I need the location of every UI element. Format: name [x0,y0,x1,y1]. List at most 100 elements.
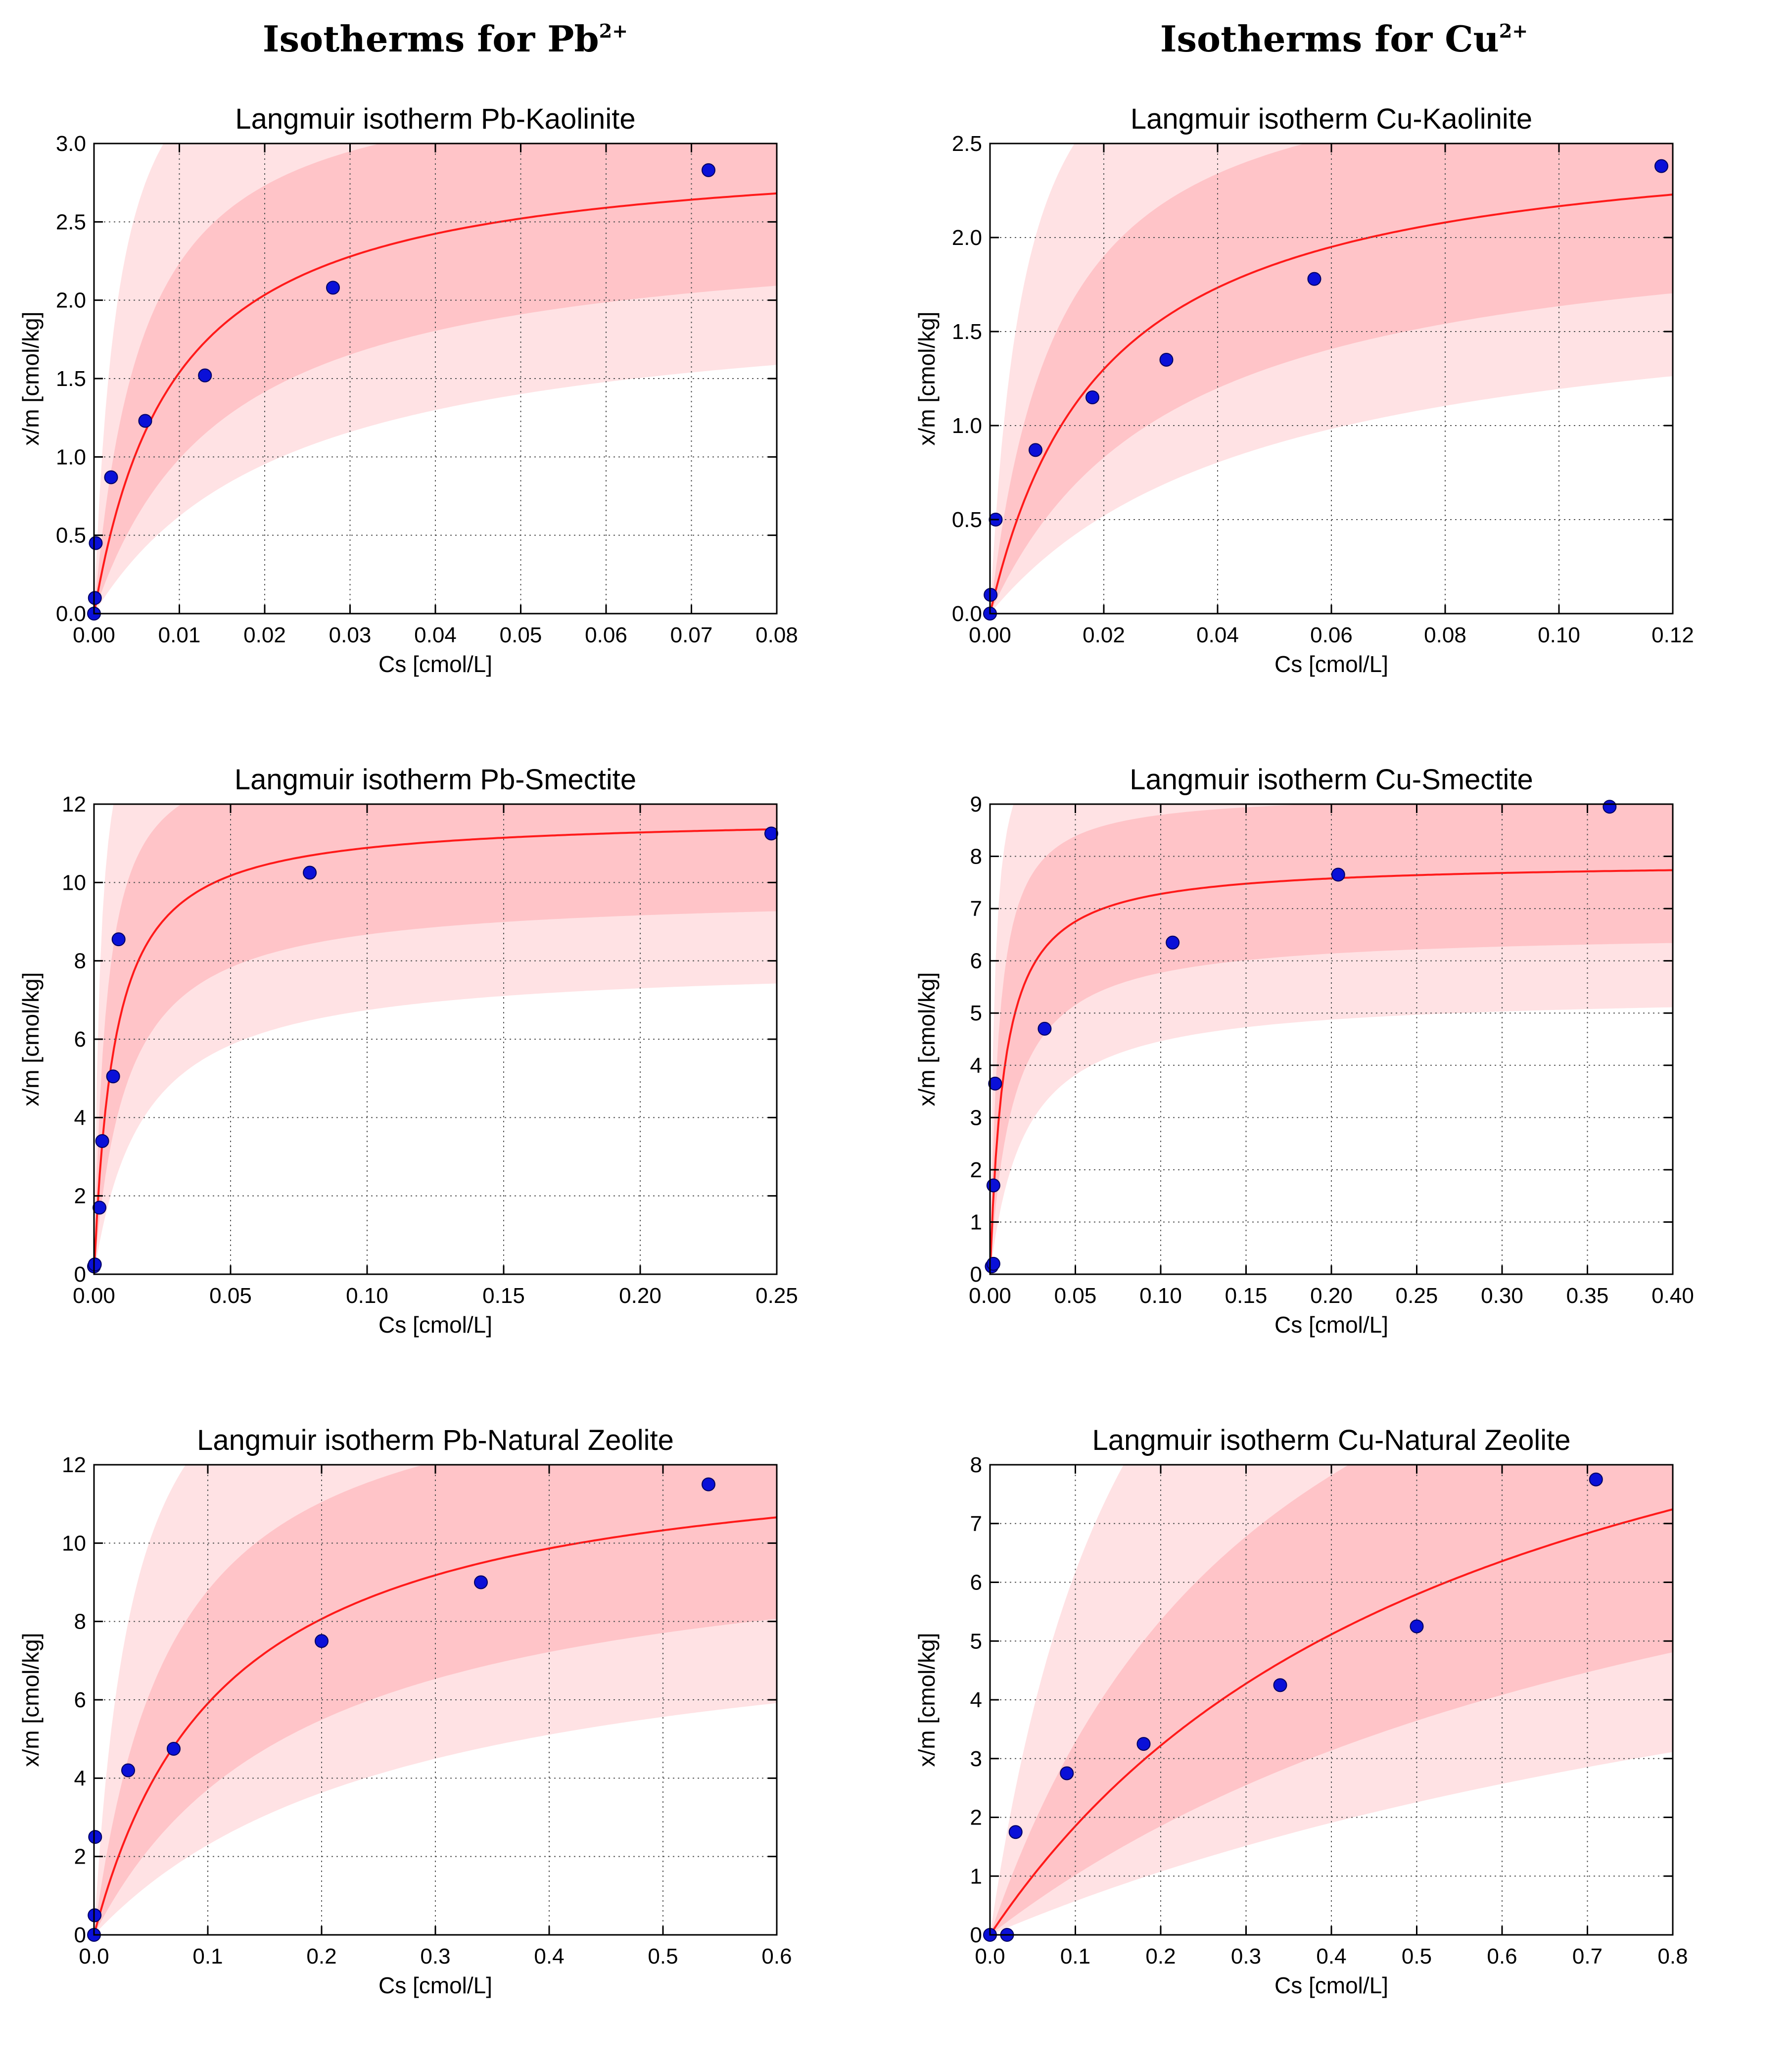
x-tick-label: 0.3 [420,1944,450,1969]
y-tick-label: 10 [62,870,86,895]
y-tick-label: 2.5 [56,210,86,234]
y-tick-label: 12 [62,1453,86,1477]
x-tick-label: 0.4 [534,1944,564,1969]
y-tick-label: 4 [970,1688,982,1712]
x-tick-label: 0.06 [585,623,627,647]
x-tick-label: 0.2 [306,1944,336,1969]
y-tick-label: 6 [74,1027,86,1052]
x-tick-label: 0.20 [1310,1284,1353,1308]
x-tick-label: 0.0 [975,1944,1005,1969]
chart-pb-kaolinite: 0.00 0.01 0.02 0.03 0.04 0.05 0.06 0.07 0.08 0.0 0… [18,103,798,677]
data-point [326,281,340,295]
x-tick-label: 0.15 [482,1284,525,1308]
y-tick-label: 8 [970,845,982,869]
y-axis-label: x/m [cmol/kg] [18,1633,44,1767]
x-tick-label: 0.35 [1566,1284,1609,1308]
x-axis-label: Cs [cmol/L] [378,651,492,677]
data-point [1136,1737,1151,1751]
data-point [474,1575,488,1589]
y-tick-label: 2 [74,1184,86,1208]
x-axis-label: Cs [cmol/L] [378,1972,492,1998]
x-tick-label: 0.04 [1196,623,1239,647]
y-tick-label: 0.0 [952,602,982,626]
data-point [95,1134,109,1148]
y-tick-label: 1.5 [56,367,86,391]
y-tick-label: 0.0 [56,602,86,626]
chart-title: Langmuir isotherm Cu-Smectite [1130,764,1533,796]
data-point [315,1634,329,1648]
data-point [1331,867,1345,882]
y-tick-label: 8 [970,1453,982,1477]
data-point [106,1069,120,1084]
x-tick-label: 0.05 [500,623,542,647]
chart-title: Langmuir isotherm Cu-Natural Zeolite [1092,1424,1570,1456]
y-tick-label: 4 [74,1105,86,1130]
column-title-pb-text: Isotherms for Pb [262,18,599,60]
data-point [88,591,102,605]
y-tick-label: 4 [74,1766,86,1790]
data-point [1603,800,1617,814]
x-tick-label: 0.10 [346,1284,388,1308]
data-point [1159,353,1174,367]
x-tick-label: 0.01 [158,623,201,647]
y-axis-label: x/m [cmol/kg] [914,1633,940,1767]
x-tick-label: 0.08 [755,623,798,647]
data-point [1029,443,1042,457]
y-tick-label: 1.0 [952,414,982,438]
x-axis-label: Cs [cmol/L] [1274,651,1388,677]
data-point [167,1741,181,1756]
data-point [138,414,152,428]
chart-pb-natural-zeolite: 0.0 0.1 0.2 0.3 0.4 0.5 0.6 0 2 4 6 8 10 12 Langmuir i… [18,1424,792,1998]
y-tick-label: 6 [970,1571,982,1595]
data-point [1589,1472,1603,1487]
y-axis-label: x/m [cmol/kg] [18,312,44,446]
y-tick-label: 0 [74,1923,86,1947]
chart-cu-kaolinite: 0.00 0.02 0.04 0.06 0.08 0.10 0.12 0.0 0.5 1.0 1.5… [914,103,1694,677]
data-point [104,470,118,484]
y-tick-label: 6 [74,1688,86,1712]
data-point [88,1257,102,1272]
y-tick-label: 7 [970,1512,982,1536]
x-tick-label: 0.00 [969,1284,1011,1308]
data-point [1085,390,1099,404]
x-tick-label: 0.06 [1310,623,1353,647]
x-tick-label: 0.15 [1225,1284,1268,1308]
y-tick-label: 1 [970,1210,982,1234]
x-tick-label: 0.10 [1139,1284,1182,1308]
inner-confidence-band [990,804,1673,1274]
x-axis-label: Cs [cmol/L] [1274,1312,1388,1338]
y-tick-label: 3 [970,1747,982,1771]
y-tick-label: 5 [970,1001,982,1025]
x-tick-label: 0.7 [1572,1944,1603,1969]
data-point [1166,935,1180,950]
data-point [702,1477,715,1491]
langmuir-fit-line [990,193,1673,614]
x-tick-label: 0.8 [1657,1944,1688,1969]
data-point [1654,159,1668,173]
y-tick-label: 2.0 [952,226,982,250]
data-point [986,1256,1000,1271]
y-tick-label: 2.0 [56,288,86,313]
data-point [303,865,317,880]
column-title-cu: Isotherms for Cu2+ [896,4,1792,60]
y-tick-label: 1 [970,1864,982,1888]
x-tick-label: 0.03 [329,623,372,647]
data-point [121,1763,135,1778]
y-tick-label: 2 [970,1806,982,1830]
x-tick-label: 0.1 [192,1944,223,1969]
y-tick-label: 0 [970,1923,982,1947]
data-point [702,163,715,177]
data-point [1060,1766,1074,1780]
chart-title: Langmuir isotherm Pb-Kaolinite [235,103,635,135]
inner-confidence-band [94,804,777,1274]
chart-title: Langmuir isotherm Pb-Natural Zeolite [197,1424,674,1456]
x-axis-label: Cs [cmol/L] [1274,1972,1388,1998]
y-tick-label: 8 [74,949,86,973]
x-tick-label: 0.02 [1083,623,1125,647]
x-tick-label: 0.00 [969,623,1011,647]
x-tick-label: 0.00 [73,623,115,647]
x-tick-label: 0.10 [1538,623,1580,647]
inner-confidence-band [94,1465,777,1935]
data-point [89,536,103,550]
y-tick-label: 7 [970,897,982,921]
